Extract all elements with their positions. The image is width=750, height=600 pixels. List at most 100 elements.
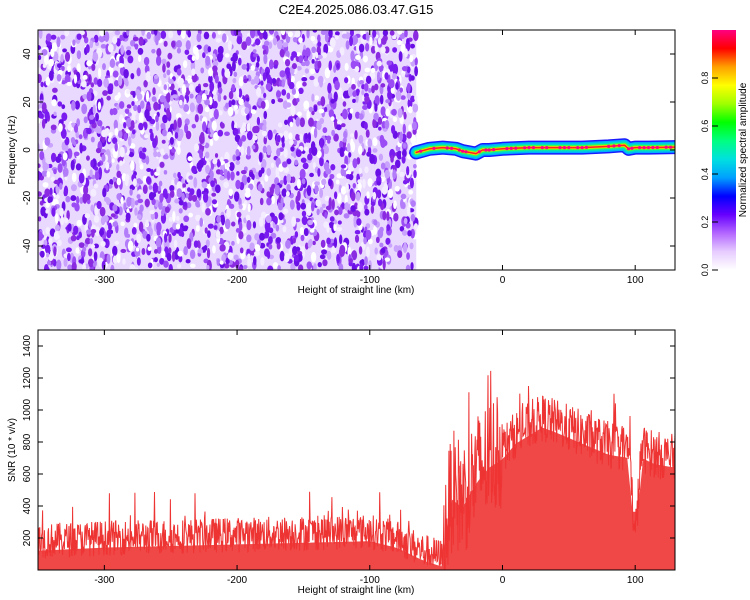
noise-speckle (394, 185, 400, 192)
noise-speckle (262, 124, 267, 131)
noise-speckle (133, 222, 138, 228)
noise-speckle (328, 109, 335, 118)
noise-speckle (261, 211, 267, 219)
noise-speckle (401, 66, 408, 72)
noise-speckle (199, 133, 205, 145)
noise-speckle (92, 104, 96, 115)
noise-speckle (288, 248, 293, 257)
noise-speckle (174, 132, 179, 139)
noise-speckle (204, 106, 210, 113)
noise-speckle (38, 112, 43, 119)
noise-speckle (124, 177, 129, 187)
noise-speckle (400, 193, 407, 200)
noise-speckle (293, 139, 298, 146)
noise-speckle (395, 82, 399, 90)
noise-speckle (114, 30, 121, 36)
y-tick-label: 800 (22, 433, 33, 450)
noise-speckle (152, 138, 157, 149)
noise-speckle (372, 30, 377, 38)
noise-speckle (162, 114, 168, 124)
noise-speckle (166, 107, 171, 118)
noise-speckle (134, 207, 138, 216)
noise-speckle (401, 72, 406, 77)
noise-speckle (168, 217, 173, 222)
noise-speckle (271, 195, 276, 205)
noise-speckle (155, 115, 159, 123)
noise-speckle (82, 93, 88, 100)
noise-speckle (100, 43, 107, 49)
noise-speckle (355, 111, 360, 119)
noise-speckle (58, 123, 63, 132)
noise-speckle (401, 149, 407, 158)
noise-speckle (219, 244, 226, 252)
noise-speckle (289, 199, 295, 210)
noise-speckle (67, 252, 71, 262)
noise-speckle (166, 92, 171, 103)
noise-speckle (107, 137, 112, 143)
noise-speckle (345, 40, 350, 50)
noise-speckle (108, 132, 112, 139)
noise-speckle (214, 153, 219, 158)
y-tick-label: 0 (22, 147, 33, 153)
noise-speckle (408, 124, 412, 132)
noise-speckle (317, 34, 321, 43)
noise-speckle (41, 118, 46, 129)
noise-speckle (246, 234, 252, 243)
noise-speckle (169, 190, 175, 198)
noise-speckle (128, 152, 135, 157)
noise-speckle (64, 217, 69, 224)
noise-speckle (369, 36, 373, 46)
noise-speckle (51, 99, 57, 107)
x-tick-label: 0 (500, 575, 506, 586)
snr-x-axis-label: Height of straight line (km) (298, 585, 415, 596)
noise-speckle (235, 179, 241, 190)
noise-speckle (136, 257, 141, 266)
chart-title: C2E4.2025.086.03.47.G15 (279, 2, 434, 17)
noise-speckle (313, 127, 318, 139)
noise-speckle (397, 108, 403, 118)
noise-speckle (160, 30, 167, 39)
noise-speckle (340, 123, 346, 128)
noise-speckle (282, 42, 289, 48)
noise-speckle (408, 189, 414, 195)
noise-speckle (176, 47, 182, 54)
noise-speckle (342, 90, 349, 99)
noise-speckle (119, 55, 123, 64)
noise-speckle (151, 96, 157, 102)
signal-core-dot (545, 146, 549, 150)
noise-speckle (263, 31, 268, 40)
noise-speckle (296, 52, 301, 57)
noise-speckle (374, 95, 380, 106)
noise-speckle (347, 246, 352, 257)
noise-speckle (61, 141, 66, 151)
noise-speckle (290, 262, 296, 270)
noise-speckle (317, 168, 321, 177)
noise-speckle (213, 225, 218, 230)
noise-speckle (262, 72, 267, 82)
noise-speckle (53, 179, 60, 185)
noise-speckle (168, 78, 174, 85)
noise-speckle (279, 70, 286, 78)
noise-speckle (403, 111, 407, 120)
noise-speckle (313, 105, 318, 112)
noise-speckle (89, 114, 95, 120)
noise-speckle (276, 148, 281, 157)
noise-speckle (239, 247, 244, 254)
noise-speckle (106, 95, 111, 101)
colorbar-tick-label: 0.4 (700, 168, 710, 181)
noise-speckle (224, 53, 230, 58)
noise-speckle (205, 208, 211, 216)
noise-speckle (145, 219, 149, 227)
noise-speckle (146, 167, 152, 172)
noise-speckle (364, 67, 371, 73)
noise-speckle (349, 35, 354, 47)
noise-speckle (326, 250, 332, 260)
noise-speckle (142, 147, 147, 153)
noise-speckle (186, 238, 192, 250)
noise-speckle (363, 237, 367, 245)
noise-speckle (217, 30, 222, 35)
noise-speckle (385, 108, 391, 117)
noise-speckle (48, 58, 54, 67)
noise-speckle (190, 60, 196, 71)
noise-speckle (217, 93, 222, 102)
